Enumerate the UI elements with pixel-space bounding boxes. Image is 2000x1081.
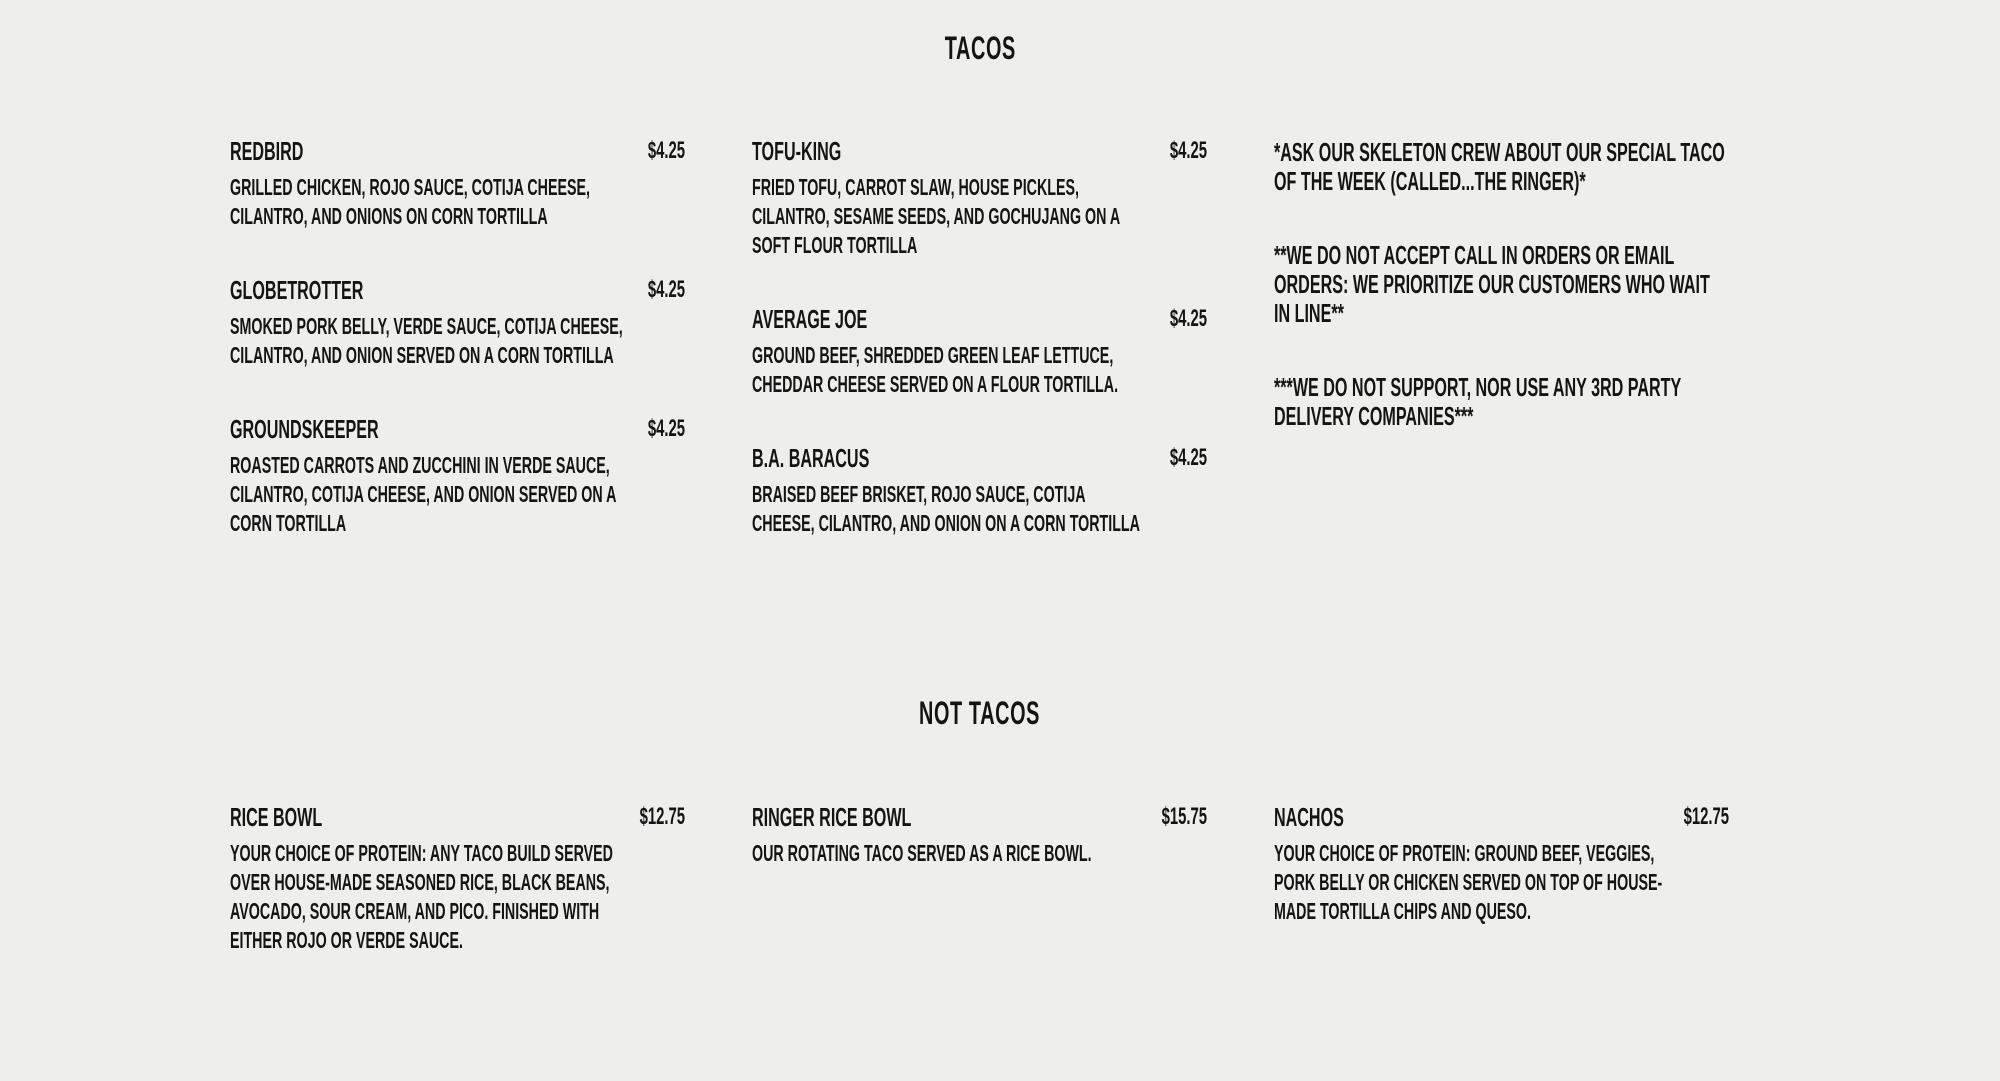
item-name: REDBIRD [230,136,304,166]
menu-item: GLOBETROTTER $4.25 SMOKED PORK BELLY, VER… [230,275,685,370]
item-name: NACHOS [1274,802,1344,832]
item-price: $15.75 [1161,803,1208,830]
menu-item: REDBIRD $4.25 GRILLED CHICKEN, ROJO SAUCE… [230,136,685,231]
item-description: BRAISED BEEF BRISKET, ROJO SAUCE, COTIJA… [752,481,1140,536]
item-description: SMOKED PORK BELLY, VERDE SAUCE, COTIJA C… [230,313,623,368]
item-name: B.A. BARACUS [752,443,870,473]
item-price: $4.25 [1169,305,1208,332]
item-description: OUR ROTATING TACO SERVED AS A RICE BOWL. [752,840,1092,866]
note-no-call-orders: **WE DO NOT ACCEPT CALL IN ORDERS OR EMA… [1274,240,1710,328]
menu-item: B.A. BARACUS $4.25 BRAISED BEEF BRISKET, … [752,443,1207,538]
item-price: $4.25 [1169,444,1208,471]
menu-item: TOFU-KING $4.25 FRIED TOFU, CARROT SLAW, … [752,136,1207,260]
item-price: $4.25 [647,137,686,164]
not-tacos-column-3: NACHOS $12.75 YOUR CHOICE OF PROTEIN: GRO… [1274,802,1729,970]
menu-item: RINGER RICE BOWL $15.75 OUR ROTATING TACO… [752,802,1207,868]
menu-item: RICE BOWL $12.75 YOUR CHOICE OF PROTEIN: … [230,802,685,955]
item-description: GROUND BEEF, SHREDDED GREEN LEAF LETTUCE… [752,342,1119,397]
item-price: $12.75 [639,803,686,830]
item-name: GLOBETROTTER [230,275,364,305]
note-no-delivery: ***WE DO NOT SUPPORT, NOR USE ANY 3RD PA… [1274,372,1681,431]
tacos-column-1: REDBIRD $4.25 GRILLED CHICKEN, ROJO SAUCE… [230,136,685,582]
item-description: GRILLED CHICKEN, ROJO SAUCE, COTIJA CHEE… [230,174,590,229]
not-tacos-column-1: RICE BOWL $12.75 YOUR CHOICE OF PROTEIN: … [230,802,685,999]
item-name: RINGER RICE BOWL [752,802,912,832]
item-price: $4.25 [647,276,686,303]
tacos-heading-text: TACOS [944,30,1016,66]
item-name: AVERAGE JOE [752,304,868,334]
notes-column: *ASK OUR SKELETON CREW ABOUT OUR SPECIAL… [1274,138,1744,476]
tacos-column-2: TOFU-KING $4.25 FRIED TOFU, CARROT SLAW, … [752,136,1207,582]
menu-item: GROUNDSKEEPER $4.25 ROASTED CARROTS AND Z… [230,414,685,538]
note-special-taco: *ASK OUR SKELETON CREW ABOUT OUR SPECIAL… [1274,137,1725,196]
item-name: GROUNDSKEEPER [230,414,379,444]
tacos-heading: TACOS [0,30,1960,67]
menu-item: AVERAGE JOE $4.25 GROUND BEEF, SHREDDED G… [752,304,1207,399]
item-price: $4.25 [1169,137,1208,164]
item-price: $4.25 [647,415,686,442]
not-tacos-heading: NOT TACOS [0,695,1960,732]
item-price: $12.75 [1683,803,1730,830]
not-tacos-column-2: RINGER RICE BOWL $15.75 OUR ROTATING TACO… [752,802,1207,912]
not-tacos-heading-text: NOT TACOS [919,695,1041,731]
item-name: RICE BOWL [230,802,323,832]
item-description: FRIED TOFU, CARROT SLAW, HOUSE PICKLES, … [752,174,1120,258]
item-name: TOFU-KING [752,136,842,166]
item-description: YOUR CHOICE OF PROTEIN: GROUND BEEF, VEG… [1274,840,1663,924]
item-description: YOUR CHOICE OF PROTEIN: ANY TACO BUILD S… [230,840,613,953]
item-description: ROASTED CARROTS AND ZUCCHINI IN VERDE SA… [230,452,616,536]
menu-item: NACHOS $12.75 YOUR CHOICE OF PROTEIN: GRO… [1274,802,1729,926]
